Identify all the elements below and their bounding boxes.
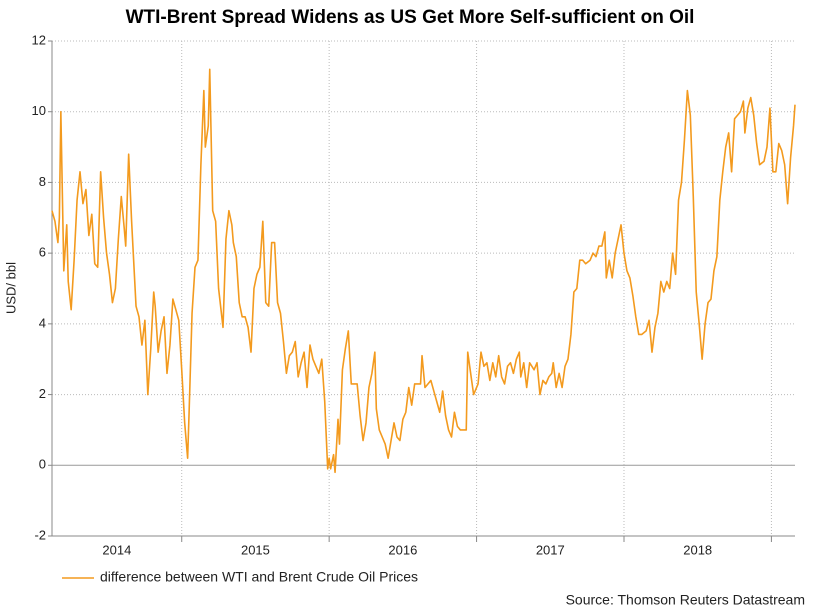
x-tick-label: 2018 bbox=[683, 542, 712, 557]
y-tick-label: 6 bbox=[39, 245, 46, 260]
y-tick-label: 4 bbox=[39, 315, 46, 330]
y-tick-label: 8 bbox=[39, 174, 46, 189]
x-tick-label: 2017 bbox=[536, 542, 565, 557]
chart-title: WTI-Brent Spread Widens as US Get More S… bbox=[126, 7, 695, 28]
source-note: Source: Thomson Reuters Datastream bbox=[566, 592, 805, 608]
y-tick-label: 0 bbox=[39, 457, 46, 472]
x-tick-label: 2015 bbox=[241, 542, 270, 557]
y-tick-label: 2 bbox=[39, 386, 46, 401]
y-tick-label: 10 bbox=[32, 103, 46, 118]
y-tick-label: 12 bbox=[32, 32, 46, 47]
x-tick-label: 2014 bbox=[102, 542, 131, 557]
legend-label: difference between WTI and Brent Crude O… bbox=[100, 569, 418, 585]
y-axis-label: USD/ bbl bbox=[3, 262, 18, 314]
data-line bbox=[51, 68, 796, 474]
y-tick-label: -2 bbox=[34, 527, 46, 542]
x-tick-label: 2016 bbox=[388, 542, 417, 557]
